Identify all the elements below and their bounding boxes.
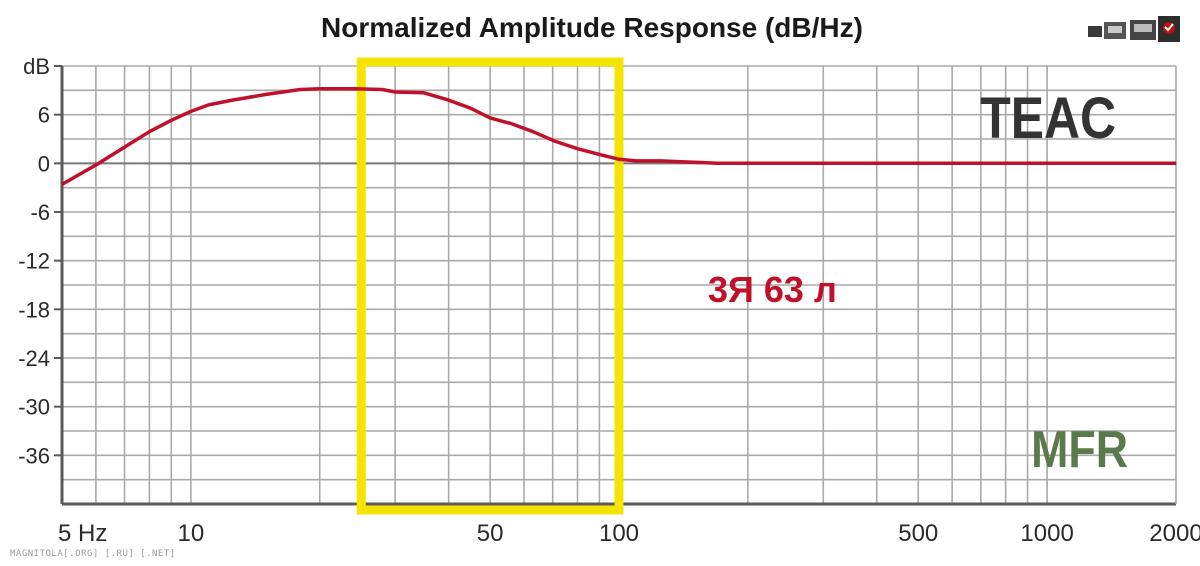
y-tick-label: -30 xyxy=(18,395,50,420)
data-point xyxy=(681,161,683,163)
chart-title: Normalized Amplitude Response (dB/Hz) xyxy=(321,12,863,43)
data-point xyxy=(699,162,701,164)
x-tick-label: 50 xyxy=(477,520,504,547)
data-point xyxy=(717,162,719,164)
mfr-label: MFR xyxy=(1031,421,1128,479)
data-point xyxy=(917,162,919,164)
watermark: MAGNITOLA[.ORG] [.RU] [.NET] xyxy=(10,549,176,559)
data-point xyxy=(95,164,97,166)
data-point xyxy=(148,131,150,133)
data-point xyxy=(598,153,600,155)
data-point xyxy=(423,92,425,94)
data-point xyxy=(1046,162,1048,164)
data-point xyxy=(265,93,267,95)
model-label: 3Я 63 л xyxy=(708,269,837,310)
data-point xyxy=(577,148,579,150)
data-point xyxy=(208,104,210,106)
data-point xyxy=(190,110,192,112)
x-tick-label: 5 Hz xyxy=(58,520,107,547)
data-point xyxy=(489,117,491,119)
x-tick-label: 1000 xyxy=(1020,520,1073,547)
data-point xyxy=(353,88,355,90)
y-tick-label: -6 xyxy=(30,200,50,225)
y-tick-label: -24 xyxy=(18,346,50,371)
data-point xyxy=(299,89,301,91)
cassette-deck-logo xyxy=(1088,16,1180,42)
data-point xyxy=(554,140,556,142)
x-tick-label: 100 xyxy=(599,520,639,547)
data-point xyxy=(124,146,126,148)
y-tick-label: 6 xyxy=(38,103,50,128)
data-point xyxy=(381,89,383,91)
data-point xyxy=(231,99,233,101)
data-point xyxy=(470,107,472,109)
y-tick-label: dB xyxy=(23,54,50,79)
y-tick-label: -18 xyxy=(18,297,50,322)
y-tick-label: 0 xyxy=(38,151,50,176)
x-tick-label: 10 xyxy=(178,520,205,547)
data-point xyxy=(1175,162,1177,164)
data-point xyxy=(747,162,749,164)
x-tick-label: 2000 xyxy=(1149,520,1200,547)
data-point xyxy=(659,160,661,162)
y-tick-label: -36 xyxy=(18,443,50,468)
data-point xyxy=(618,158,620,160)
data-point xyxy=(319,88,321,90)
data-point xyxy=(448,99,450,101)
data-point xyxy=(510,123,512,125)
y-tick-label: -12 xyxy=(18,249,50,274)
data-point xyxy=(394,91,396,93)
x-tick-label: 500 xyxy=(898,520,938,547)
data-point xyxy=(532,131,534,133)
brand-label-teac: TEAC xyxy=(980,87,1116,151)
data-point xyxy=(170,119,172,121)
data-point xyxy=(61,183,63,185)
highlight-box xyxy=(356,57,624,515)
data-point xyxy=(636,160,638,162)
